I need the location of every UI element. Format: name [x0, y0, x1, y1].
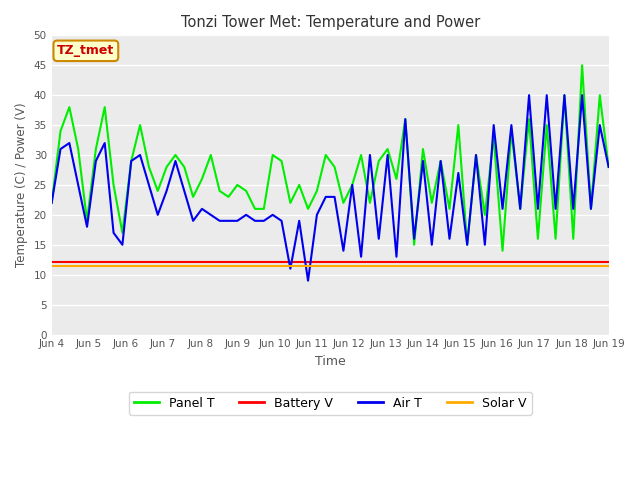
Panel T	[118, 230, 126, 236]
Air T	[278, 218, 285, 224]
Panel T	[605, 164, 612, 170]
Solar V	[118, 263, 126, 269]
Battery V	[410, 259, 418, 264]
Air T	[366, 152, 374, 158]
Air T	[605, 164, 612, 170]
Solar V	[401, 263, 409, 269]
Panel T	[401, 116, 409, 122]
Panel T	[322, 152, 330, 158]
Battery V	[322, 259, 330, 264]
Battery V	[278, 259, 285, 264]
Solar V	[322, 263, 330, 269]
Air T	[304, 278, 312, 284]
Battery V	[357, 259, 365, 264]
Air T	[410, 236, 418, 241]
Solar V	[357, 263, 365, 269]
Title: Tonzi Tower Met: Temperature and Power: Tonzi Tower Met: Temperature and Power	[180, 15, 480, 30]
Panel T	[410, 242, 418, 248]
Solar V	[605, 263, 612, 269]
X-axis label: Time: Time	[315, 355, 346, 368]
Panel T	[357, 152, 365, 158]
Panel T	[48, 200, 56, 206]
Text: TZ_tmet: TZ_tmet	[57, 44, 115, 57]
Solar V	[48, 263, 56, 269]
Panel T	[579, 62, 586, 68]
Legend: Panel T, Battery V, Air T, Solar V: Panel T, Battery V, Air T, Solar V	[129, 392, 532, 415]
Solar V	[278, 263, 285, 269]
Battery V	[48, 259, 56, 264]
Air T	[48, 200, 56, 206]
Air T	[419, 158, 427, 164]
Battery V	[401, 259, 409, 264]
Solar V	[410, 263, 418, 269]
Battery V	[605, 259, 612, 264]
Y-axis label: Temperature (C) / Power (V): Temperature (C) / Power (V)	[15, 103, 28, 267]
Air T	[525, 92, 533, 98]
Battery V	[118, 259, 126, 264]
Panel T	[278, 158, 285, 164]
Panel T	[499, 248, 506, 253]
Line: Air T: Air T	[52, 95, 609, 281]
Air T	[331, 194, 339, 200]
Line: Panel T: Panel T	[52, 65, 609, 251]
Air T	[118, 242, 126, 248]
